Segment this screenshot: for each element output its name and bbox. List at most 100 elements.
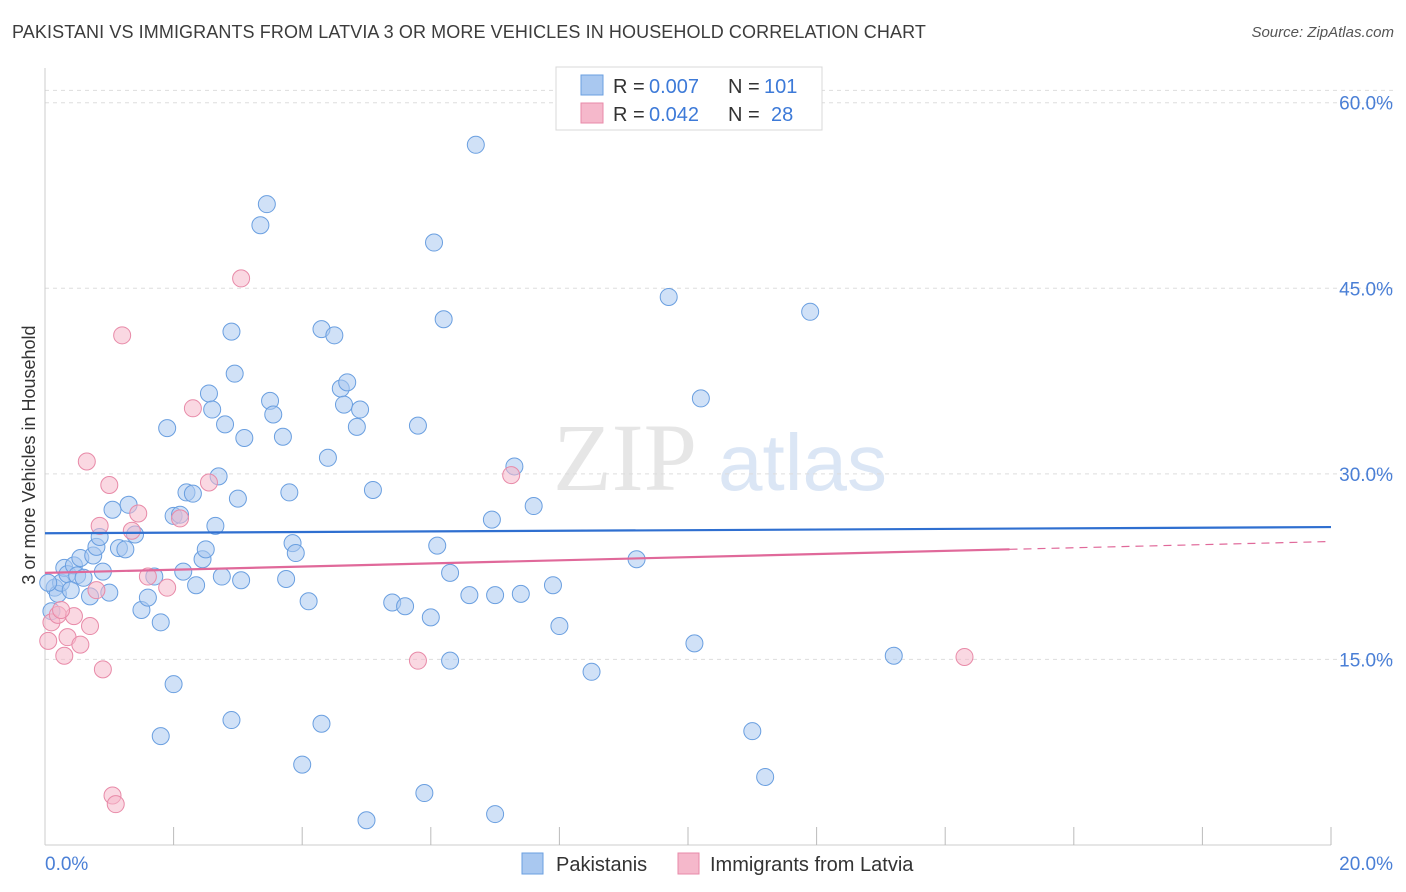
- pakistanis-point: [203, 400, 222, 419]
- source-label: Source: ZipAtlas.com: [1251, 24, 1394, 41]
- pakistanis-point: [511, 584, 530, 603]
- latvia-point: [183, 399, 202, 418]
- y-tick-label: 15.0%: [1339, 650, 1393, 671]
- legend-r-label-1: R =: [613, 76, 645, 98]
- pakistanis-point: [39, 573, 58, 592]
- pakistanis-point: [277, 570, 296, 589]
- pakistanis-point: [486, 586, 505, 605]
- pakistanis-point: [212, 567, 231, 586]
- pakistanis-point: [659, 287, 678, 306]
- pakistanis-point: [183, 484, 202, 503]
- pakistanis-point: [286, 544, 305, 563]
- x-tick-labels: 0.0% 20.0%: [45, 854, 1393, 875]
- bottom-legend-latvia: Immigrants from Latvia: [710, 854, 914, 876]
- pakistanis-point: [293, 755, 312, 774]
- chart-title: PAKISTANI VS IMMIGRANTS FROM LATVIA 3 OR…: [12, 22, 926, 42]
- pakistanis-point: [338, 373, 357, 392]
- pakistanis-point: [421, 608, 440, 627]
- latvia-trend-line: [44, 548, 1010, 574]
- pakistanis-point: [187, 576, 206, 595]
- latvia-point: [90, 516, 109, 535]
- pakistanis-point: [318, 448, 337, 467]
- pakistanis-point: [280, 483, 299, 502]
- pakistanis-point: [199, 384, 218, 403]
- pakistanis-point: [357, 811, 376, 830]
- pakistanis-point: [325, 326, 344, 345]
- latvia-point: [71, 635, 90, 654]
- latvia-point: [955, 647, 974, 666]
- bottom-legend-pakistanis: Pakistanis: [556, 854, 647, 876]
- latvia-point: [502, 466, 521, 485]
- latvia-point: [232, 269, 251, 288]
- legend-n-label-2: N =: [728, 104, 760, 126]
- legend-n-value-2: 28: [771, 104, 793, 126]
- legend-swatch-latvia: [580, 102, 604, 124]
- pakistanis-point: [685, 634, 704, 653]
- pakistanis-point: [415, 784, 434, 803]
- latvia-point: [81, 617, 100, 636]
- pakistanis-point: [151, 613, 170, 632]
- y-tick-label: 30.0%: [1339, 465, 1393, 486]
- pakistanis-point: [801, 302, 820, 321]
- pakistanis-point: [206, 516, 225, 535]
- pakistanis-point: [74, 568, 93, 587]
- pakistanis-point: [408, 416, 427, 435]
- x-tick-label: 20.0%: [1339, 854, 1393, 875]
- pakistanis-trend-line: [44, 525, 1332, 535]
- pakistanis-point: [225, 364, 244, 383]
- pakistanis-point: [334, 395, 353, 414]
- latvia-point: [129, 504, 148, 523]
- pakistanis-point: [884, 646, 903, 665]
- y-tick-label: 45.0%: [1339, 279, 1393, 300]
- pakistanis-point: [756, 767, 775, 786]
- legend-r-value-1: 0.007: [649, 76, 699, 98]
- watermark-zip: ZIP: [553, 404, 697, 511]
- pakistanis-point: [550, 617, 569, 636]
- pakistanis-point: [216, 415, 235, 434]
- pakistanis-point: [196, 540, 215, 559]
- pakistanis-point: [691, 389, 710, 408]
- y-tick-label: 60.0%: [1339, 94, 1393, 115]
- pakistanis-points: [39, 135, 903, 830]
- pakistanis-point: [543, 576, 562, 595]
- pakistanis-point: [363, 480, 382, 499]
- legend-r-value-2: 0.042: [649, 104, 699, 126]
- axes: [44, 68, 1332, 846]
- pakistanis-point: [351, 400, 370, 419]
- legend-swatch-pakistanis: [580, 74, 604, 96]
- pakistanis-point: [273, 427, 292, 446]
- latvia-point: [77, 452, 96, 471]
- latvia-point: [55, 646, 74, 665]
- latvia-point: [138, 567, 157, 586]
- legend-n-value-1: 101: [764, 76, 797, 98]
- pakistanis-point: [264, 405, 283, 424]
- pakistanis-point: [138, 588, 157, 607]
- latvia-trend-extension: [1009, 540, 1332, 550]
- pakistanis-point: [257, 195, 276, 214]
- bottom-legend-swatch-pakistanis: [521, 852, 544, 875]
- pakistanis-point: [441, 651, 460, 670]
- latvia-point: [106, 795, 125, 814]
- pakistanis-point: [116, 540, 135, 559]
- pakistanis-point: [222, 322, 241, 341]
- trend-lines: [44, 525, 1332, 574]
- pakistanis-point: [158, 419, 177, 438]
- legend-box: R = 0.007 N = 101 R = 0.042 N = 28: [555, 66, 823, 131]
- pakistanis-point: [582, 662, 601, 681]
- x-tick-label: 0.0%: [45, 854, 88, 875]
- pakistanis-point: [299, 592, 318, 611]
- pakistanis-point: [428, 536, 447, 555]
- pakistanis-point: [222, 711, 241, 730]
- pakistanis-point: [441, 563, 460, 582]
- latvia-point: [52, 600, 71, 619]
- bottom-legend-swatch-latvia: [677, 852, 700, 875]
- pakistanis-point: [486, 805, 505, 824]
- pakistanis-point: [466, 135, 485, 154]
- pakistanis-point: [434, 310, 453, 329]
- pakistanis-point: [103, 500, 122, 519]
- pakistanis-point: [151, 727, 170, 746]
- latvia-point: [171, 509, 190, 528]
- pakistanis-point: [174, 562, 193, 581]
- watermark-atlas: atlas: [718, 418, 887, 507]
- latvia-point: [122, 521, 141, 540]
